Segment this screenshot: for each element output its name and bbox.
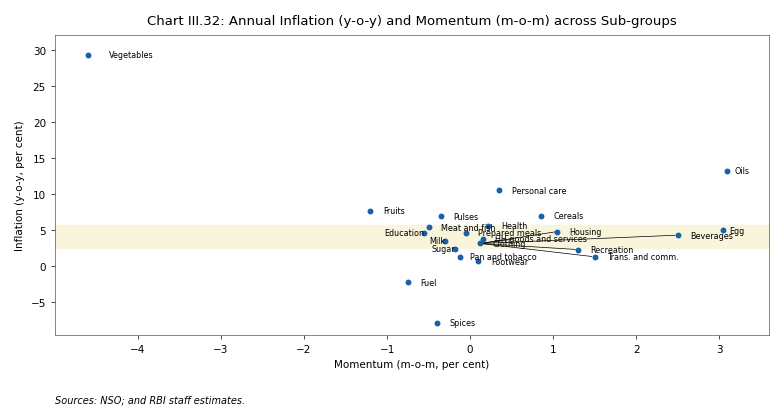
Text: Spices: Spices [449,318,475,327]
Point [423,225,435,231]
Point [535,213,547,219]
Point [365,208,377,214]
Text: Milk: Milk [429,237,445,246]
Text: Trans. and comm.: Trans. and comm. [607,253,679,262]
Point [472,258,485,265]
Point [459,230,472,237]
Text: Egg: Egg [729,226,744,235]
Point [721,168,734,175]
Text: Recreation: Recreation [590,245,633,254]
Bar [55,225,769,249]
Point [671,232,684,239]
Point [493,188,506,194]
Text: Fruits: Fruits [383,207,405,216]
Point [474,240,486,247]
Text: Sources: NSO; and RBI staff estimates.: Sources: NSO; and RBI staff estimates. [55,395,245,405]
Point [482,223,495,229]
Text: Clothing: Clothing [492,239,526,248]
Y-axis label: Inflation (y-o-y, per cent): Inflation (y-o-y, per cent) [15,120,25,251]
Title: Chart III.32: Annual Inflation (y-o-y) and Momentum (m-o-m) across Sub-groups: Chart III.32: Annual Inflation (y-o-y) a… [147,15,677,28]
Text: Cereals: Cereals [554,211,583,220]
Text: Sugar: Sugar [431,245,456,254]
Text: Pulses: Pulses [453,212,478,221]
Point [551,229,564,235]
Text: Vegetables: Vegetables [109,51,154,60]
Text: Health: Health [501,222,527,231]
Text: Personal care: Personal care [512,187,566,196]
Text: Beverages: Beverages [690,231,733,240]
Text: Pan and tobacco: Pan and tobacco [470,253,537,262]
Point [477,236,489,243]
Point [435,213,448,220]
Point [82,52,94,59]
Point [454,254,466,261]
Point [418,230,430,237]
Point [572,247,584,253]
Text: Prepared meals: Prepared meals [478,229,542,238]
Text: Education: Education [384,229,424,238]
Point [439,238,452,245]
Text: HH goods and services: HH goods and services [495,235,587,244]
Text: Fuel: Fuel [420,278,437,287]
Point [717,227,730,234]
Text: Housing: Housing [570,227,602,236]
Text: Meat and fish: Meat and fish [441,223,495,232]
X-axis label: Momentum (m-o-m, per cent): Momentum (m-o-m, per cent) [334,360,489,369]
Point [430,319,443,326]
Point [449,246,462,252]
Point [588,254,601,261]
Text: Footwear: Footwear [491,257,528,266]
Text: Oils: Oils [734,167,750,176]
Point [401,279,414,285]
